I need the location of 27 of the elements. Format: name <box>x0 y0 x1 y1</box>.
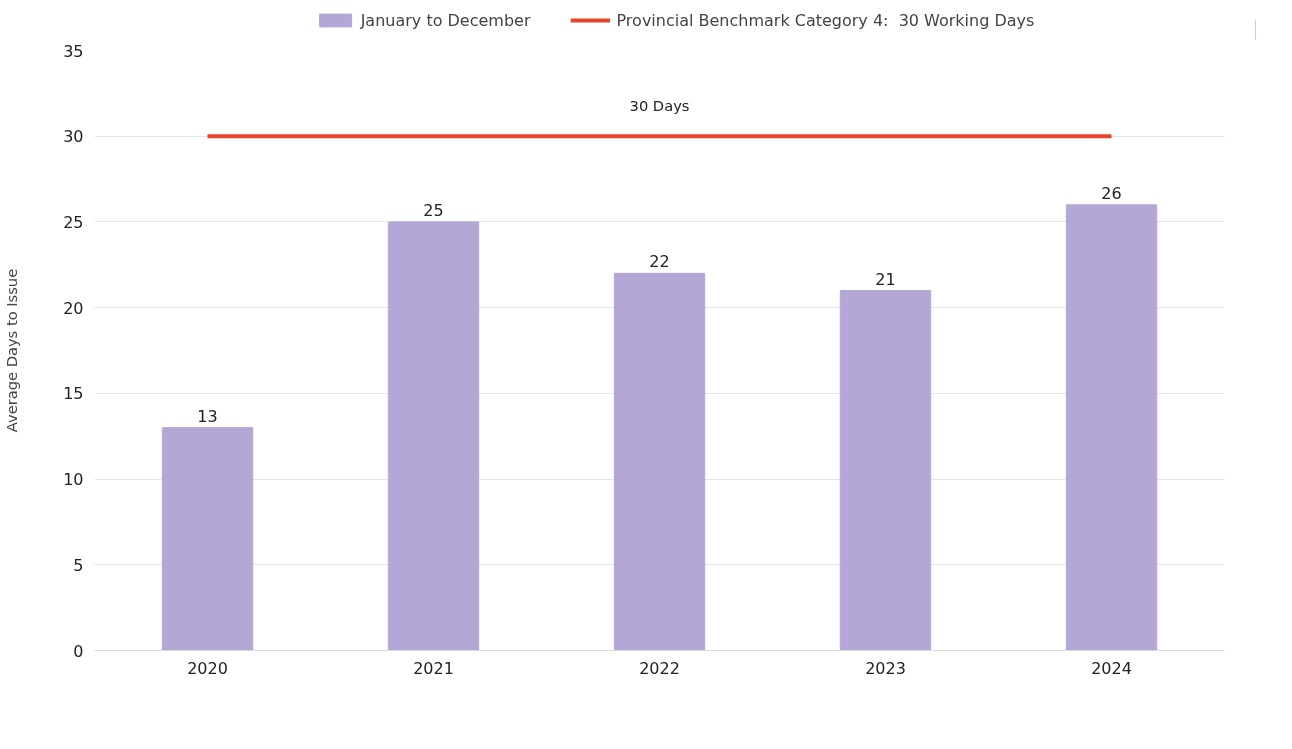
bar <box>1065 204 1158 651</box>
bar <box>387 221 480 651</box>
y-tick-label: 25 <box>63 212 84 232</box>
annotation: 30 Days <box>629 97 690 115</box>
x-tick-label: 2022 <box>639 658 680 678</box>
bar <box>613 272 706 651</box>
y-tick-label: 35 <box>63 41 84 61</box>
data-label: 25 <box>423 200 444 220</box>
bar <box>839 290 932 651</box>
x-tick-label: 2020 <box>187 658 228 678</box>
data-label: 13 <box>197 406 218 426</box>
data-label: 22 <box>649 252 670 272</box>
x-tick-label: 2021 <box>413 658 454 678</box>
y-tick-label: 20 <box>63 298 84 318</box>
data-label: 26 <box>1101 183 1122 203</box>
y-tick-label: 5 <box>73 555 84 575</box>
x-tick-label: 2024 <box>1091 658 1132 678</box>
bar <box>161 427 254 651</box>
y-tick-label: 0 <box>73 641 84 661</box>
data-label: 21 <box>875 269 896 289</box>
legend-label: Provincial Benchmark Category 4: 30 Working Days <box>616 10 1035 30</box>
y-tick-label: 30 <box>63 127 84 147</box>
legend-label: January to December <box>360 10 531 30</box>
y-tick-label: 15 <box>63 384 84 404</box>
x-tick-label: 2023 <box>865 658 906 678</box>
y-axis-title: Average Days to Issue <box>3 268 21 433</box>
y-tick-label: 10 <box>63 470 84 490</box>
